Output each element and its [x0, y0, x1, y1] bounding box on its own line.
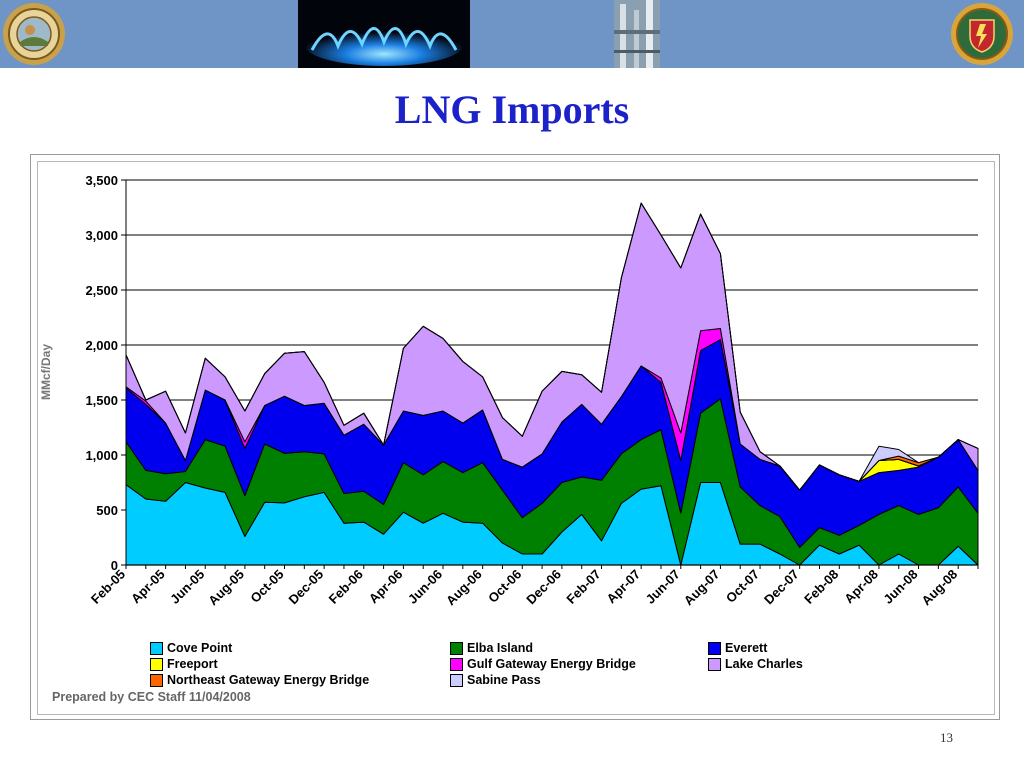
- y-tick-label: 0: [111, 558, 118, 573]
- x-tick-label: Oct-07: [723, 567, 762, 606]
- legend-item-gulf-gateway-energy-bridge: Gulf Gateway Energy Bridge: [450, 656, 636, 672]
- page-number: 13: [940, 730, 953, 745]
- x-tick-label: Dec-06: [523, 567, 564, 608]
- x-tick-label: Feb-08: [801, 567, 841, 607]
- legend-label: Sabine Pass: [467, 673, 541, 687]
- y-tick-label: 1,000: [85, 448, 118, 463]
- legend-item-sabine-pass: Sabine Pass: [450, 672, 541, 688]
- x-tick-label: Jun-06: [405, 567, 445, 607]
- x-tick-label: Aug-07: [681, 567, 723, 609]
- legend-swatch: [150, 673, 163, 687]
- y-tick-label: 3,500: [85, 173, 118, 188]
- x-tick-label: Feb-05: [88, 567, 128, 607]
- legend-swatch: [150, 657, 163, 671]
- y-tick-label: 2,500: [85, 283, 118, 298]
- x-tick-label: Apr-05: [128, 567, 168, 607]
- legend-item-lake-charles: Lake Charles: [708, 656, 803, 672]
- x-tick-label: Feb-06: [326, 567, 366, 607]
- x-tick-label: Oct-05: [247, 567, 286, 606]
- legend-label: Lake Charles: [725, 657, 803, 671]
- legend-label: Northeast Gateway Energy Bridge: [167, 673, 370, 687]
- y-tick-label: 3,000: [85, 228, 118, 243]
- x-tick-label: Aug-06: [443, 567, 485, 609]
- legend-swatch: [708, 657, 721, 671]
- gas-plant-photo: [614, 0, 660, 68]
- legend-item-cove-point: Cove Point: [150, 640, 232, 656]
- y-axis-label: MMcf/Day: [39, 344, 53, 400]
- gas-flame-photo: [298, 0, 470, 68]
- legend-item-elba-island: Elba Island: [450, 640, 533, 656]
- y-tick-label: 2,000: [85, 338, 118, 353]
- y-tick-label: 500: [96, 503, 118, 518]
- legend-swatch: [450, 673, 463, 687]
- cec-seal-icon: [951, 3, 1013, 65]
- y-tick-label: 1,500: [85, 393, 118, 408]
- legend-label: Elba Island: [467, 641, 533, 655]
- x-tick-label: Apr-08: [841, 567, 881, 607]
- prepared-by-note: Prepared by CEC Staff 11/04/2008: [52, 690, 251, 704]
- x-tick-label: Dec-07: [761, 567, 802, 608]
- x-tick-label: Jun-08: [880, 567, 920, 607]
- legend-item-northeast-gateway-energy-bridge: Northeast Gateway Energy Bridge: [150, 672, 369, 688]
- legend-label: Everett: [725, 641, 768, 655]
- legend-label: Freeport: [167, 657, 218, 671]
- series-area-sabine-pass: [125, 202, 979, 491]
- x-tick-label: Feb-07: [563, 567, 603, 607]
- cpuc-seal-icon: [3, 3, 65, 65]
- x-tick-label: Oct-06: [485, 567, 524, 606]
- header-banner: [0, 0, 1024, 68]
- legend-swatch: [450, 657, 463, 671]
- x-tick-label: Apr-07: [604, 567, 644, 607]
- x-tick-label: Dec-05: [286, 567, 327, 608]
- legend-item-everett: Everett: [708, 640, 767, 656]
- x-tick-label: Aug-08: [919, 567, 961, 609]
- legend-item-freeport: Freeport: [150, 656, 218, 672]
- legend-label: Gulf Gateway Energy Bridge: [467, 657, 636, 671]
- x-tick-label: Aug-05: [205, 567, 247, 609]
- x-tick-label: Jun-07: [643, 567, 683, 607]
- legend-swatch: [450, 641, 463, 655]
- slide-title: LNG Imports: [394, 87, 630, 132]
- legend-swatch: [150, 641, 163, 655]
- x-tick-label: Jun-05: [167, 567, 207, 607]
- chart-area: [37, 161, 995, 715]
- legend-label: Cove Point: [167, 641, 233, 655]
- stacked-areas: [125, 202, 979, 566]
- x-tick-label: Apr-06: [366, 567, 406, 607]
- legend-swatch: [708, 641, 721, 655]
- lng-imports-chart: 0 500 1,000 1,500 2,000 2,500 3,000 3,500 Feb-05…: [39, 173, 979, 609]
